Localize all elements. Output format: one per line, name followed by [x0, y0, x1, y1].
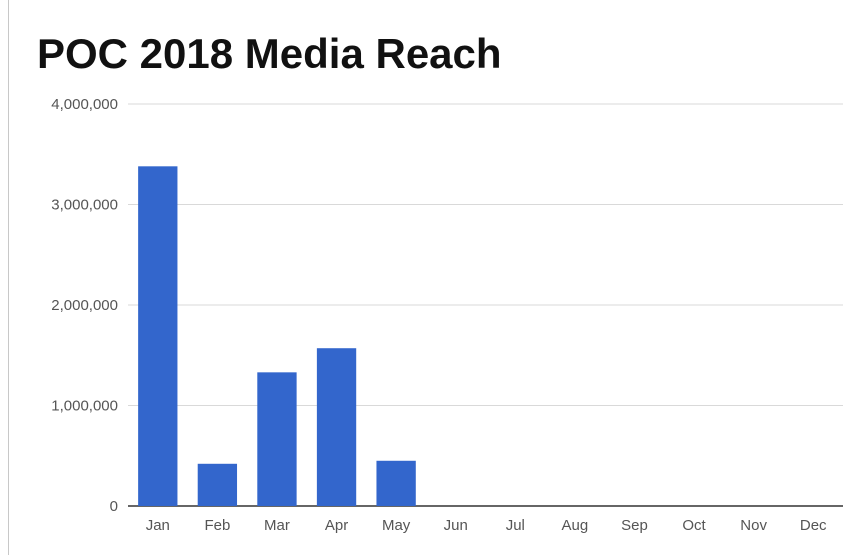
left-border-line [8, 0, 9, 555]
x-tick-label: Feb [204, 517, 230, 534]
x-tick-label: May [382, 517, 411, 534]
x-tick-label: Oct [682, 517, 706, 534]
x-tick-label: Jul [506, 517, 525, 534]
x-axis-tick-labels: Jan Feb Mar Apr May Jun Jul Aug Sep Oct Nov Dec [146, 517, 827, 534]
bars [138, 166, 416, 506]
bar-may [376, 460, 416, 506]
y-axis-tick-labels: 0 1,000,000 2,000,000 3,000,000 4,000,000 [51, 96, 118, 515]
y-tick-label: 4,000,000 [51, 96, 118, 113]
x-tick-label: Apr [325, 517, 348, 534]
x-tick-label: Jan [146, 517, 170, 534]
bar-jan [138, 166, 178, 506]
gridlines [128, 103, 843, 507]
y-tick-label: 0 [110, 498, 118, 515]
x-tick-label: Jun [444, 517, 468, 534]
y-tick-label: 1,000,000 [51, 398, 118, 415]
bar-mar [257, 372, 297, 506]
y-tick-label: 2,000,000 [51, 297, 118, 314]
x-tick-label: Dec [800, 517, 827, 534]
bar-feb [197, 463, 238, 506]
chart-title: POC 2018 Media Reach [37, 30, 502, 77]
x-tick-label: Aug [562, 517, 589, 534]
x-tick-label: Nov [740, 517, 767, 534]
x-tick-label: Sep [621, 517, 648, 534]
y-tick-label: 3,000,000 [51, 197, 118, 214]
bar-apr [316, 348, 357, 506]
x-tick-label: Mar [264, 517, 290, 534]
